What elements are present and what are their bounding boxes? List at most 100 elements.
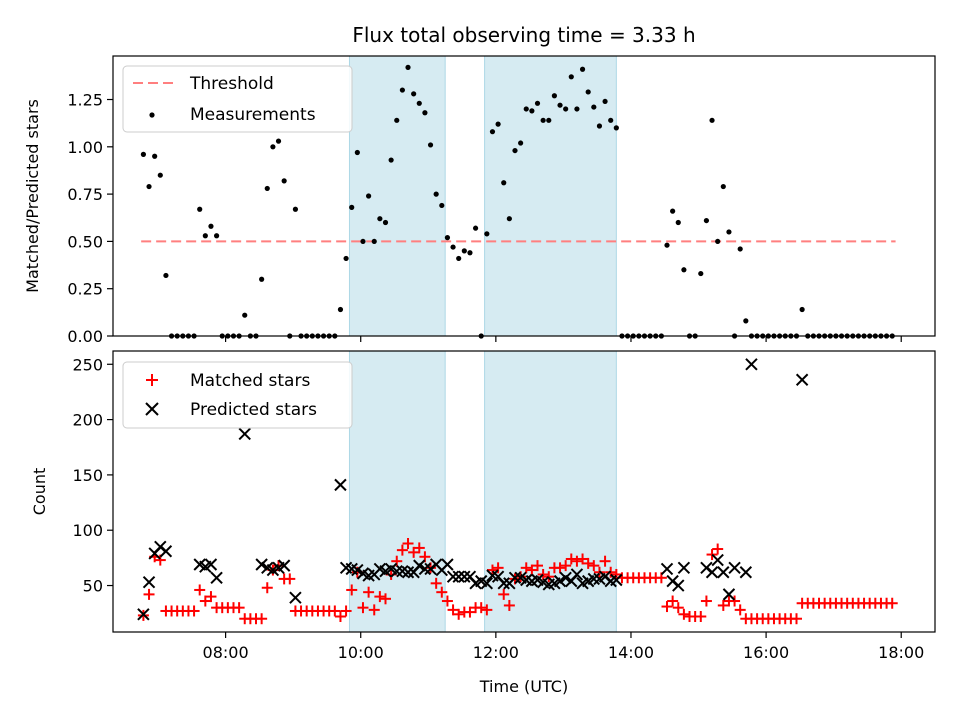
- y-tick-label: 200: [72, 411, 103, 430]
- matched-star-point: [571, 555, 583, 567]
- predicted-star-point: [255, 558, 268, 571]
- measurement-point: [281, 178, 287, 184]
- top-legend: Threshold Measurements: [122, 65, 353, 133]
- measurement-point: [388, 157, 394, 163]
- measurement-point: [563, 106, 569, 112]
- measurement-point: [411, 91, 417, 97]
- chart-title: Flux total observing time = 3.33 h: [352, 23, 695, 47]
- matched-star-point: [256, 613, 268, 625]
- matched-star-point: [717, 599, 729, 611]
- predicted-star-point: [508, 571, 522, 584]
- predicted-star-point: [289, 591, 302, 604]
- bottom-panel: 50 100 150 200 250 08:00 10:00 12:00 14:00 16:00…: [30, 350, 936, 696]
- bottom-y-axis-label: Count: [30, 468, 49, 516]
- matched-star-point: [588, 560, 600, 572]
- measurement-point: [551, 93, 558, 99]
- matched-star-point: [734, 604, 746, 616]
- measurement-point: [213, 233, 220, 239]
- measurement-point: [799, 306, 805, 313]
- legend-measurements-label: Measurements: [190, 105, 316, 125]
- measurement-point: [366, 193, 372, 199]
- x-tick-label: 16:00: [743, 643, 789, 662]
- predicted-star-point: [587, 572, 601, 586]
- matched-star-point: [492, 562, 504, 574]
- measurement-point: [484, 231, 490, 237]
- measurement-point: [360, 238, 366, 245]
- matched-star-point: [695, 611, 707, 623]
- matched-star-point: [886, 597, 898, 609]
- measurement-point: [585, 89, 591, 95]
- predicted-star-point: [728, 561, 741, 575]
- matched-star-point: [188, 605, 200, 617]
- x-tick-label: 08:00: [203, 643, 249, 662]
- y-tick-label: 1.25: [67, 91, 103, 110]
- matched-star-point: [346, 584, 358, 596]
- predicted-star-point: [446, 570, 460, 583]
- matched-star-point: [582, 557, 594, 569]
- measurement-point: [512, 147, 518, 154]
- predicted-star-point: [334, 478, 347, 492]
- measurement-point: [157, 172, 163, 178]
- bottom-axes-frame: [112, 350, 936, 633]
- predicted-star-point: [204, 558, 218, 571]
- measurement-point: [670, 208, 676, 214]
- measurement-point: [152, 153, 158, 159]
- legend-threshold-label: Threshold: [189, 74, 274, 94]
- matched-star-point: [402, 537, 414, 549]
- measurement-point: [698, 270, 704, 277]
- measurement-point: [602, 98, 608, 105]
- measurement-point: [709, 117, 715, 123]
- x-tick-label: 18:00: [878, 643, 924, 662]
- measurement-point: [557, 102, 563, 108]
- legend-measurements-swatch: [149, 112, 155, 118]
- y-tick-label: 0.25: [67, 280, 103, 299]
- top-y-axis-label: Matched/Predicted stars: [23, 99, 42, 293]
- matched-star-point: [481, 604, 493, 616]
- matched-star-point: [486, 564, 498, 576]
- measurement-point: [450, 244, 456, 250]
- matched-star-point: [379, 593, 391, 605]
- top-y-ticks: 0.00 0.25 0.50 0.75 1.00 1.25: [67, 91, 113, 346]
- measurement-point: [349, 204, 355, 210]
- y-tick-label: 0.50: [67, 232, 103, 251]
- matched-star-point: [408, 546, 420, 558]
- x-axis-label: Time (UTC): [479, 677, 568, 696]
- measurement-point: [197, 206, 203, 212]
- predicted-star-point: [570, 568, 584, 581]
- matched-star-point: [537, 568, 549, 580]
- legend-matched-label: Matched stars: [190, 371, 310, 391]
- measurement-point: [743, 318, 749, 324]
- measurement-point: [461, 248, 467, 254]
- matched-star-point: [284, 573, 296, 585]
- x-tick-label: 12:00: [473, 643, 519, 662]
- predicted-star-point: [745, 358, 758, 371]
- predicted-star-point: [497, 577, 510, 590]
- predicted-star-point: [739, 566, 753, 579]
- top-panel: Flux total observing time = 3.33 h 0.000…: [23, 23, 936, 346]
- y-tick-label: 50: [83, 577, 103, 596]
- measurement-point: [202, 233, 208, 239]
- predicted-star-point: [660, 562, 674, 576]
- matched-star-point: [678, 608, 690, 620]
- measurement-point: [292, 206, 299, 212]
- predicted-star-point: [705, 566, 719, 579]
- matched-star-point: [329, 605, 341, 617]
- measurement-point: [467, 250, 473, 256]
- measurement-point: [574, 106, 580, 112]
- top-axes-frame: [112, 55, 936, 337]
- matched-star-point: [532, 560, 544, 572]
- matched-star-point: [363, 586, 375, 598]
- measurement-point: [489, 129, 496, 135]
- y-tick-label: 0.75: [67, 185, 103, 204]
- measurement-point: [501, 180, 507, 186]
- measurement-point: [270, 144, 276, 150]
- measurement-point: [579, 66, 586, 72]
- measurement-point: [416, 100, 422, 106]
- measurement-point: [242, 312, 248, 318]
- matched-star-point: [441, 595, 453, 607]
- measurement-point: [529, 108, 535, 114]
- measurement-point: [444, 235, 451, 241]
- measurement-point: [613, 125, 619, 131]
- matched-star-point: [194, 584, 206, 596]
- predicted-star-point: [559, 571, 572, 584]
